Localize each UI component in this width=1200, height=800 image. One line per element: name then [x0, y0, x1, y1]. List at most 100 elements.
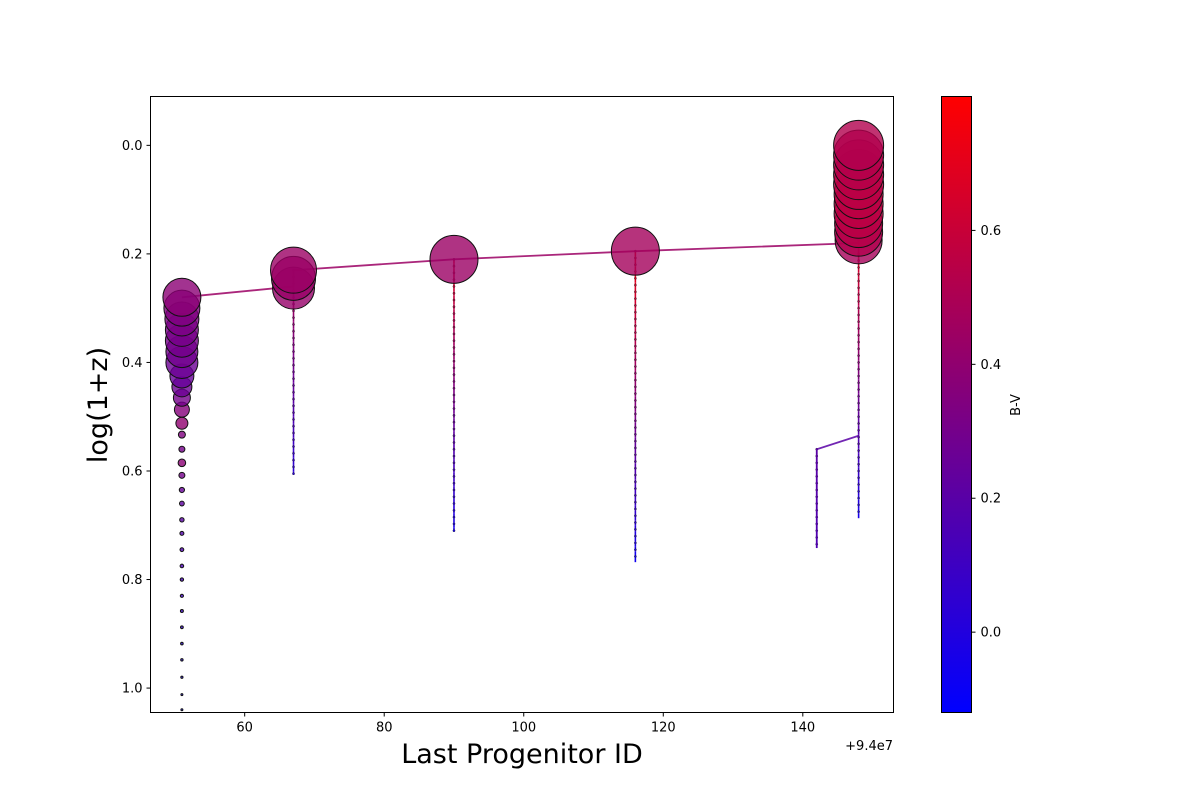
- y-tick-label: 1.0: [122, 682, 143, 697]
- data-point: [452, 468, 456, 471]
- data-point: [292, 390, 295, 394]
- data-point: [634, 392, 637, 395]
- data-point: [634, 528, 637, 531]
- y-tick-label: 0.8: [122, 573, 143, 588]
- data-point: [452, 386, 456, 390]
- data-point: [452, 339, 456, 343]
- data-point: [292, 323, 295, 326]
- data-point: [634, 480, 637, 484]
- data-point: [634, 277, 637, 280]
- data-point: [634, 365, 637, 368]
- data-point: [452, 414, 456, 417]
- colorbar-tick-label: 0.4: [981, 358, 1002, 373]
- plot-area: [162, 119, 885, 712]
- x-tick-label: 120: [651, 721, 676, 736]
- data-point: [857, 300, 860, 303]
- x-axis-ticks: 60 80 100 120 140: [236, 712, 815, 736]
- data-point: [452, 515, 456, 519]
- data-point: [857, 347, 860, 351]
- data-point: [857, 367, 860, 371]
- data-point: [634, 507, 637, 511]
- data-point: [452, 502, 456, 505]
- data-point: [634, 344, 637, 348]
- data-point: [857, 456, 860, 459]
- data-point: [452, 346, 456, 349]
- data-point: [634, 290, 637, 294]
- data-point: [179, 530, 185, 536]
- data-point: [634, 304, 637, 307]
- data-point: [292, 370, 295, 374]
- data-point: [857, 340, 860, 344]
- data-point: [634, 500, 637, 504]
- x-axis-offset-label: +9.4e7: [845, 739, 893, 754]
- merger-line: [815, 434, 859, 549]
- y-tick-label: 0.6: [122, 464, 143, 479]
- data-point: [857, 334, 860, 337]
- x-tick-label: 100: [511, 721, 536, 736]
- data-point: [452, 332, 456, 336]
- data-point: [179, 563, 185, 569]
- data-point: [292, 343, 295, 347]
- data-point: [178, 471, 186, 479]
- data-point: [180, 708, 184, 712]
- data-point: [292, 316, 295, 319]
- data-point: [292, 377, 295, 381]
- data-point: [634, 446, 637, 450]
- data-point: [833, 119, 885, 171]
- data-point: [452, 522, 456, 526]
- y-axis-ticks: 0.0 0.2 0.4 0.6 0.8 1.0: [122, 139, 151, 697]
- data-point: [857, 415, 860, 419]
- data-point: [292, 336, 295, 340]
- data-point: [634, 310, 637, 314]
- data-point: [634, 541, 637, 545]
- data-point: [292, 404, 295, 408]
- y-tick-label: 0.4: [122, 356, 143, 371]
- data-point: [634, 331, 637, 334]
- data-point: [634, 297, 637, 300]
- data-point: [634, 534, 637, 538]
- data-point: [857, 374, 860, 378]
- x-tick-label: 60: [236, 721, 253, 736]
- data-point: [634, 405, 637, 409]
- data-point: [634, 521, 637, 524]
- data-point: [634, 283, 637, 287]
- data-point: [292, 438, 295, 442]
- data-point: [452, 312, 456, 315]
- data-point: [452, 441, 456, 444]
- data-point: [452, 447, 456, 451]
- data-point: [857, 354, 860, 357]
- data-point: [452, 393, 456, 397]
- data-point: [292, 472, 295, 475]
- data-point: [180, 675, 184, 679]
- y-tick-label: 0.2: [122, 247, 143, 262]
- data-point: [292, 309, 295, 313]
- data-point: [292, 363, 295, 367]
- data-point: [452, 380, 456, 383]
- x-axis-title: Last Progenitor ID: [401, 739, 643, 770]
- data-point: [292, 424, 295, 428]
- data-point: [452, 475, 456, 478]
- data-point: [857, 327, 860, 330]
- data-point: [178, 500, 185, 507]
- data-point: [292, 452, 295, 455]
- data-point: [292, 397, 295, 401]
- data-point: [452, 373, 456, 376]
- data-point: [857, 510, 860, 513]
- data-point: [452, 352, 456, 356]
- data-point: [162, 277, 202, 317]
- data-point: [292, 445, 295, 448]
- data-point: [292, 384, 295, 387]
- data-point: [857, 462, 860, 466]
- data-point: [180, 658, 184, 662]
- data-point: [452, 495, 456, 499]
- data-point: [292, 357, 295, 360]
- data-point: [610, 226, 660, 276]
- data-point: [452, 407, 456, 410]
- data-point: [634, 514, 637, 518]
- data-point: [857, 361, 860, 364]
- data-point: [452, 420, 456, 424]
- data-point: [857, 279, 860, 283]
- data-point: [634, 378, 637, 382]
- data-point: [429, 234, 479, 284]
